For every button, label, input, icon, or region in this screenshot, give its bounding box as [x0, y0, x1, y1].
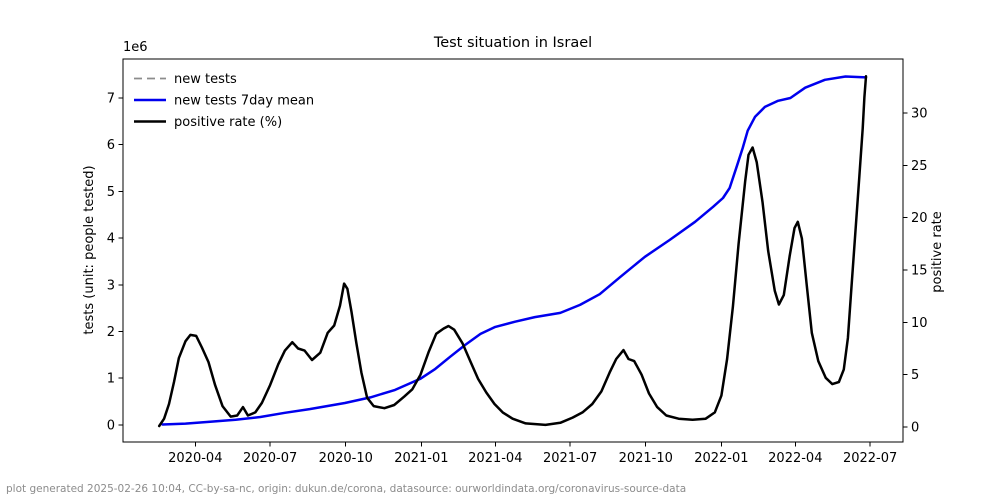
legend-item-label: new tests: [174, 72, 237, 87]
left-axis-tick-label: 3: [107, 278, 115, 293]
axis-ticks: 0 1 2 3 4 5 6 7 0 5 10 15 20 25 30 2020-04 2020-07 2020-1…: [107, 92, 928, 466]
right-axis-tick-label: 0: [911, 421, 919, 436]
x-axis-tick-label: 2021-07: [543, 451, 597, 466]
left-axis-offset-label: 1e6: [123, 40, 148, 55]
x-axis-tick-label: 2021-01: [394, 451, 448, 466]
legend-item-label: new tests 7day mean: [174, 94, 314, 109]
left-axis-tick-label: 4: [107, 232, 115, 247]
right-axis-tick-label: 10: [911, 316, 928, 331]
x-axis-tick-label: 2020-04: [168, 451, 222, 466]
legend-item: positive rate (%): [134, 115, 282, 130]
x-axis-tick-label: 2022-07: [843, 451, 897, 466]
legend: new tests new tests 7day mean positive rat…: [134, 72, 314, 130]
left-axis-tick-label: 1: [107, 372, 115, 387]
attribution-footer: plot generated 2025-02-26 10:04, CC-by-s…: [6, 483, 686, 495]
left-axis-title: tests (unit: people tested): [82, 165, 97, 334]
right-axis-tick-label: 25: [911, 159, 928, 174]
x-axis-tick-label: 2022-04: [768, 451, 822, 466]
x-axis-tick-label: 2021-04: [468, 451, 522, 466]
left-axis-tick-label: 5: [107, 185, 115, 200]
left-axis-tick-label: 0: [107, 418, 115, 433]
data-series: [157, 75, 868, 428]
series-line-positive-rate-: [157, 75, 868, 428]
chart-title: Test situation in Israel: [433, 35, 592, 51]
plot-frame: [122, 58, 904, 443]
right-axis-tick-label: 30: [911, 106, 928, 121]
left-axis-tick-label: 6: [107, 138, 115, 153]
right-axis-tick-label: 15: [911, 263, 928, 278]
series-line-new-tests-7day-mean: [161, 75, 868, 426]
right-axis-title: positive rate: [930, 211, 945, 293]
x-axis-tick-label: 2021-10: [619, 451, 673, 466]
x-axis-tick-label: 2022-01: [694, 451, 748, 466]
x-axis-tick-label: 2020-07: [243, 451, 297, 466]
x-axis-tick-label: 2020-10: [319, 451, 373, 466]
right-axis-tick-label: 5: [911, 368, 919, 383]
legend-item-label: positive rate (%): [174, 115, 282, 130]
left-axis-tick-label: 7: [107, 92, 115, 107]
legend-item: new tests 7day mean: [134, 94, 314, 109]
legend-item: new tests: [134, 72, 237, 87]
right-axis-tick-label: 20: [911, 211, 928, 226]
left-axis-tick-label: 2: [107, 325, 115, 340]
